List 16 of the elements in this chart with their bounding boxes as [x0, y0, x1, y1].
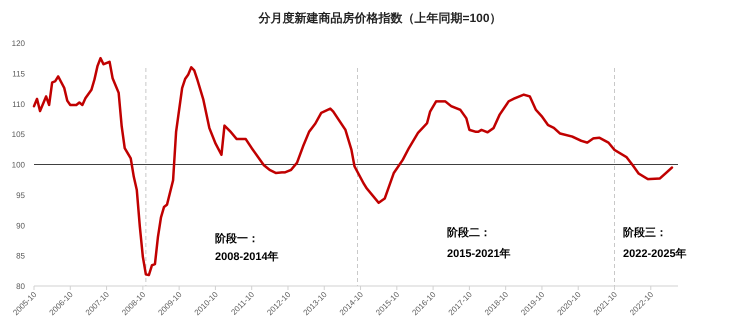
ytick: 90 — [16, 221, 25, 230]
annotation: 阶段一： — [215, 233, 259, 245]
title: 分月度新建商品房价格指数（上年同期=100） — [258, 11, 502, 25]
ytick: 105 — [12, 130, 25, 140]
annotation: 2015-2021年 — [447, 248, 511, 260]
annotation: 2008-2014年 — [215, 251, 279, 263]
annotation: 2022-2025年 — [623, 248, 687, 260]
ytick: 110 — [12, 100, 25, 109]
ytick: 80 — [16, 282, 25, 291]
annotation: 阶段三： — [623, 227, 667, 239]
annotation: 阶段二： — [447, 227, 491, 239]
ytick: 120 — [12, 39, 25, 48]
ytick: 115 — [12, 69, 25, 78]
ytick: 95 — [16, 190, 25, 200]
ytick: 100 — [12, 160, 25, 170]
ytick: 85 — [16, 252, 25, 261]
